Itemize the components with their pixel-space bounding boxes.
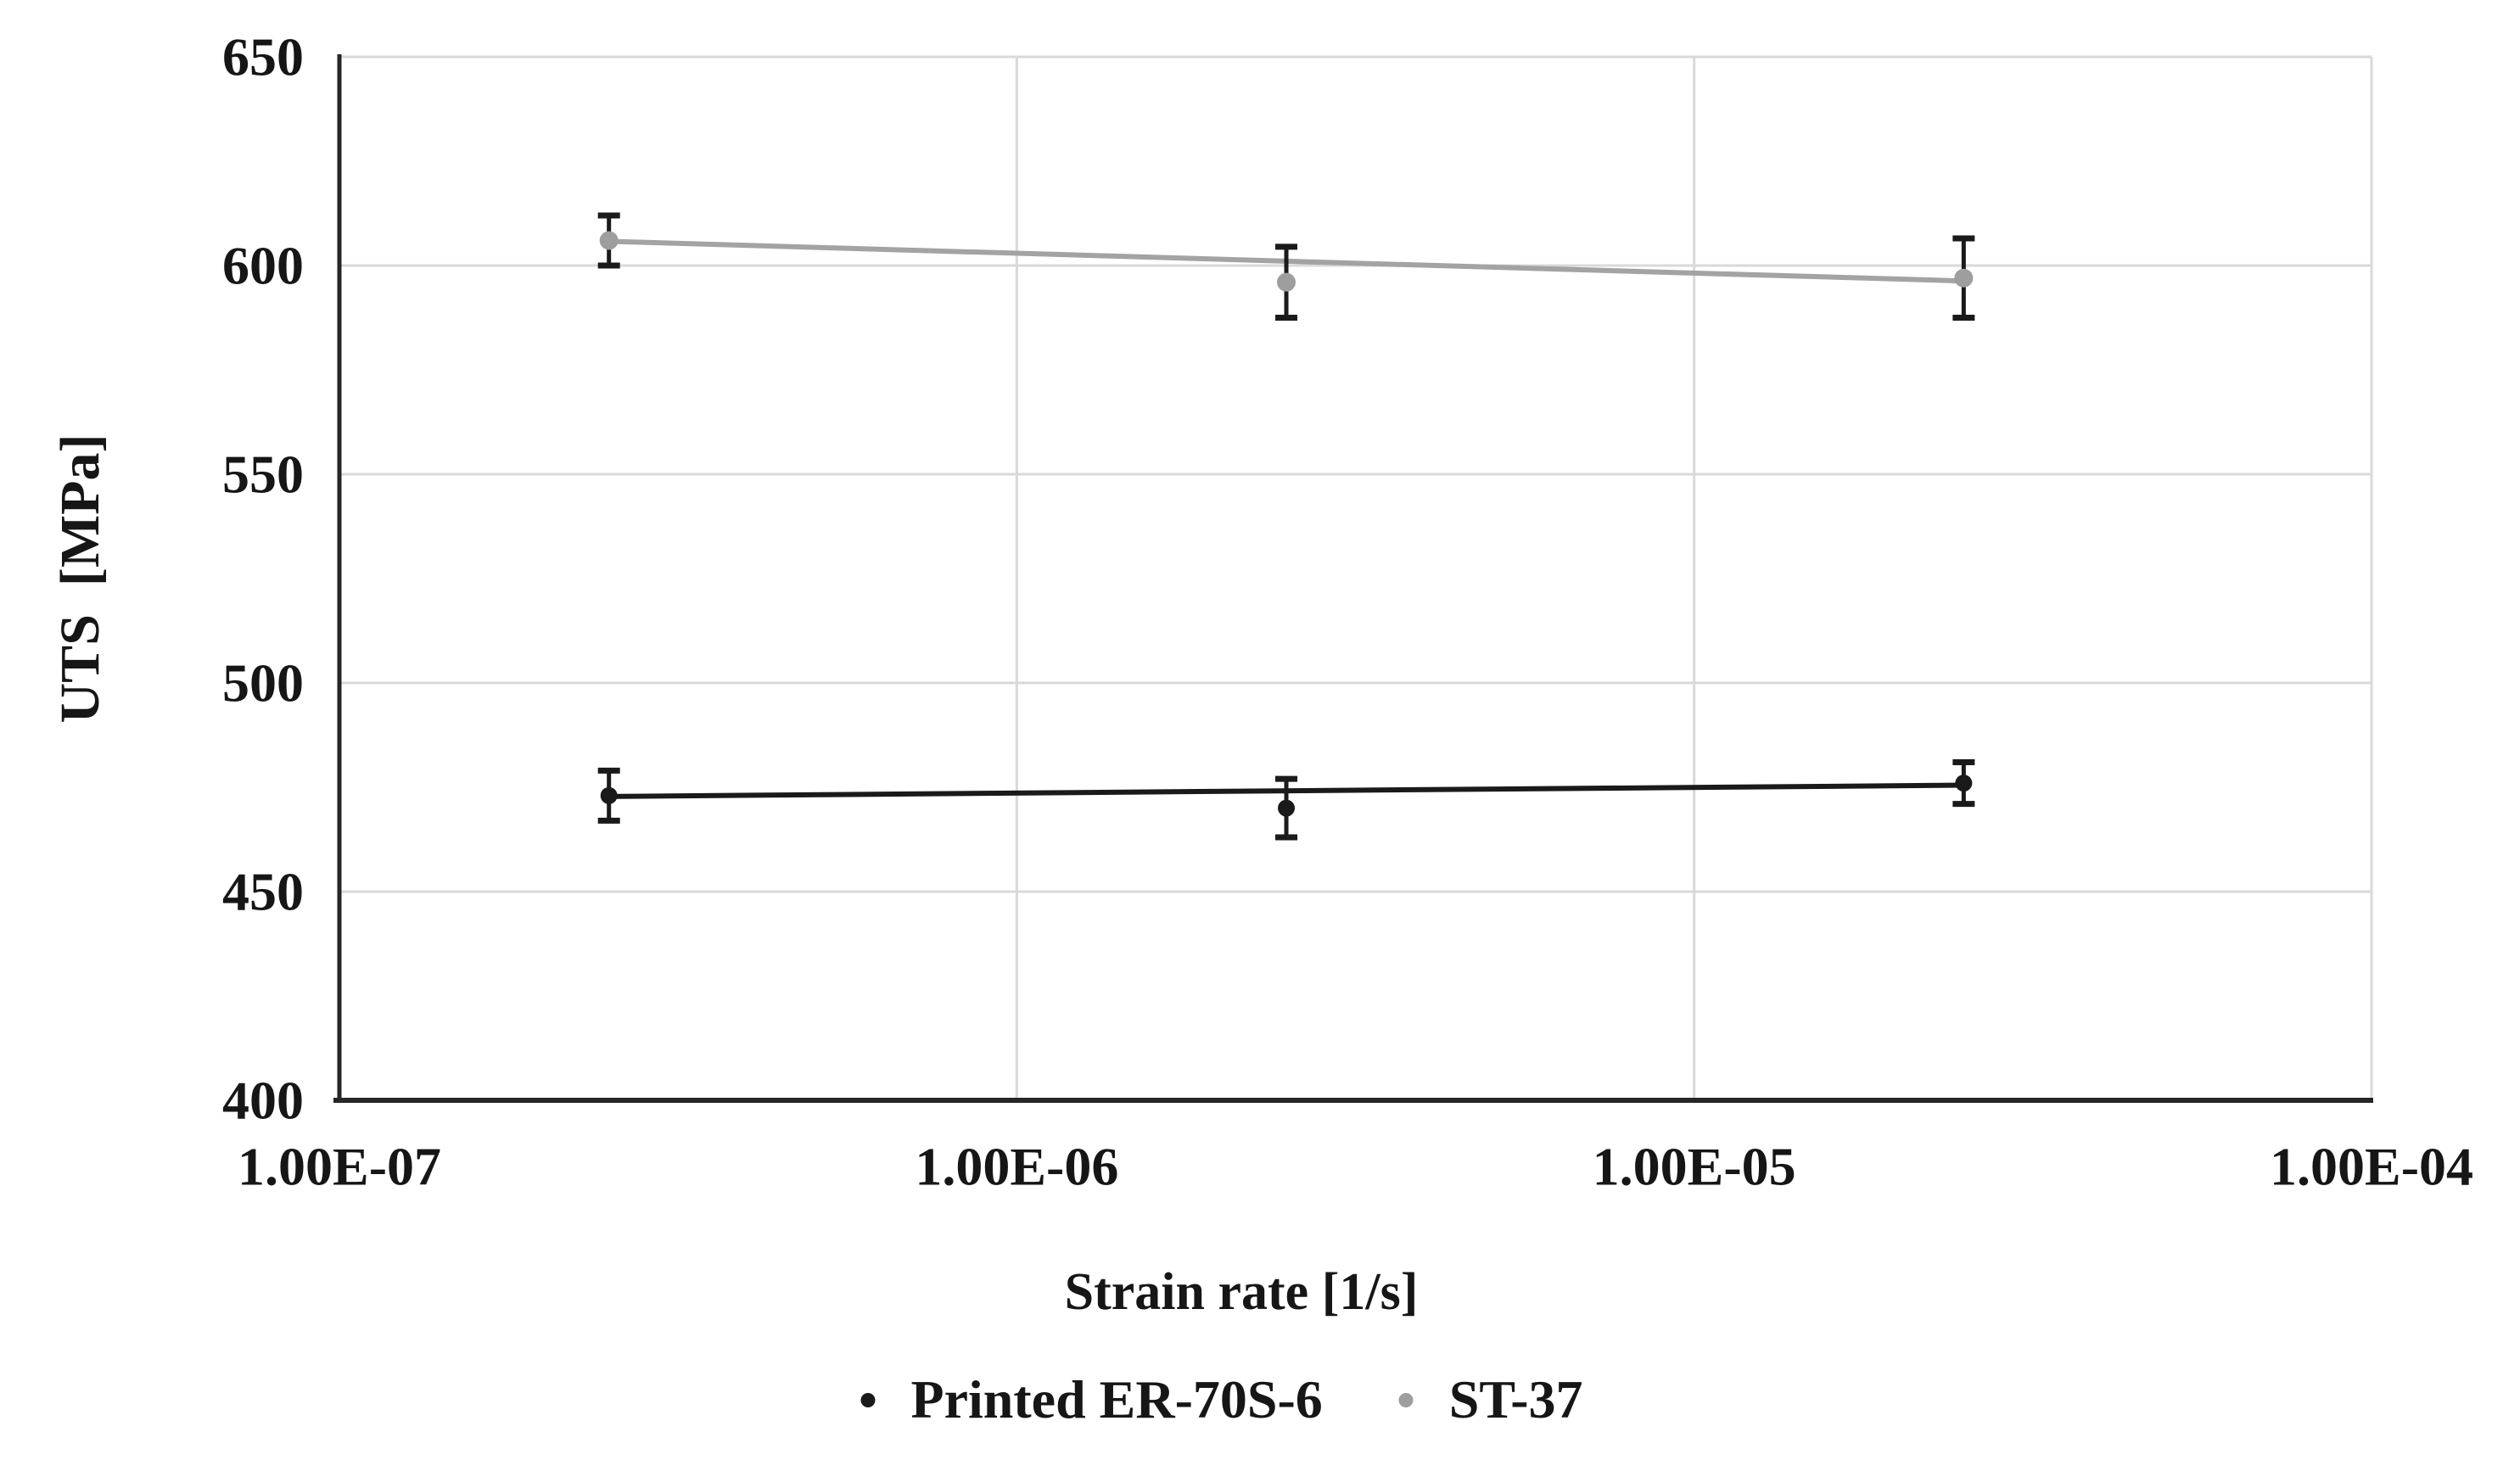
x-tick-label: 1.00E-06 <box>915 1137 1118 1197</box>
y-tick-label: 450 <box>222 862 304 922</box>
y-tick-label: 400 <box>222 1071 304 1131</box>
data-point-printed-er-70s-6 <box>1955 775 1973 792</box>
y-tick-label: 600 <box>222 236 304 296</box>
data-point-printed-er-70s-6 <box>600 786 618 804</box>
y-tick-label: 550 <box>222 445 304 505</box>
legend-item-st37: ST-37 <box>1398 1369 1583 1429</box>
legend-marker-icon <box>1398 1392 1414 1407</box>
x-axis-title: Strain rate [1/s] <box>1064 1263 1419 1321</box>
data-point-st-37 <box>599 231 619 250</box>
legend-marker-icon <box>860 1392 876 1407</box>
x-tick-label: 1.00E-04 <box>2270 1137 2473 1197</box>
x-tick-label: 1.00E-07 <box>238 1137 441 1197</box>
data-point-st-37 <box>1277 272 1296 292</box>
data-point-printed-er-70s-6 <box>1278 799 1296 817</box>
x-tick-label: 1.00E-05 <box>1593 1137 1796 1197</box>
legend-item-printed-er70s6: Printed ER-70S-6 <box>860 1369 1323 1429</box>
y-tick-label: 650 <box>222 27 304 87</box>
legend-label: ST-37 <box>1448 1369 1583 1429</box>
data-point-st-37 <box>1954 268 1974 288</box>
y-axis-title: UTS [MPa] <box>49 434 111 724</box>
y-tick-label: 500 <box>222 653 304 713</box>
legend-label: Printed ER-70S-6 <box>910 1369 1323 1429</box>
legend: Printed ER-70S-6 ST-37 <box>860 1369 1583 1429</box>
